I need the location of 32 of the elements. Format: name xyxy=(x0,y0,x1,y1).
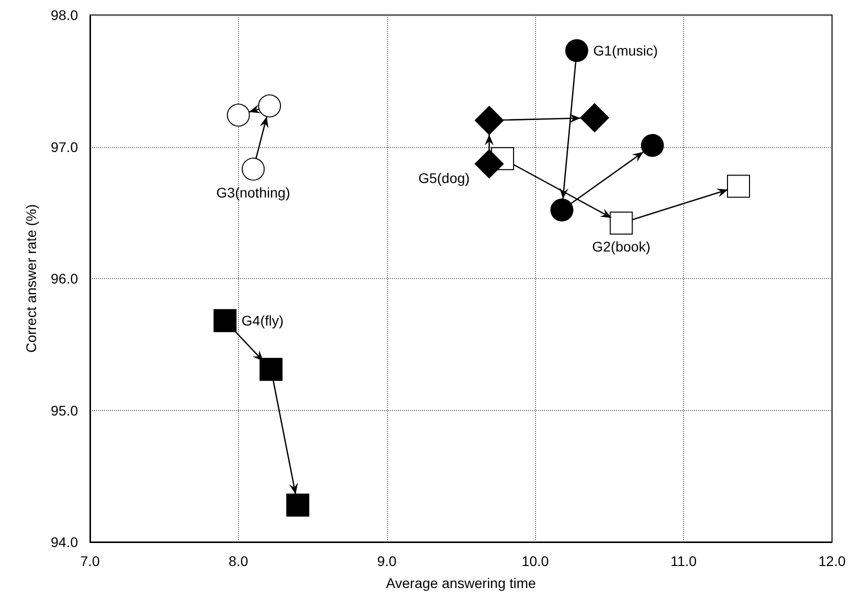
x-tick-label: 12.0 xyxy=(818,553,846,569)
point xyxy=(260,358,283,381)
x-tick-label: 11.0 xyxy=(670,553,697,569)
point xyxy=(727,174,750,198)
series-label: G1(music) xyxy=(593,42,658,59)
x-tick-label: 7.0 xyxy=(80,553,100,569)
y-tick-label: 95.0 xyxy=(50,402,78,418)
x-axis-title: Average answering time xyxy=(386,575,536,591)
y-tick-label: 97.0 xyxy=(50,138,78,155)
point xyxy=(580,103,610,132)
point xyxy=(640,134,664,157)
y-axis-title: Correct answer rate (%) xyxy=(23,204,39,353)
point xyxy=(242,158,265,181)
point xyxy=(214,309,237,332)
point xyxy=(565,39,588,62)
series-label: G3(nothing) xyxy=(216,184,290,201)
point xyxy=(474,106,504,135)
y-tick-label: 94.0 xyxy=(50,534,78,550)
x-tick-label: 9.0 xyxy=(377,553,397,569)
series-label: G2(book) xyxy=(592,238,650,255)
point xyxy=(286,494,310,517)
series-label: G4(fly) xyxy=(242,312,284,329)
point xyxy=(226,104,250,127)
y-tick-label: 96.0 xyxy=(50,270,78,286)
point xyxy=(474,149,504,178)
y-tick-label: 98.0 xyxy=(50,7,78,23)
point xyxy=(610,212,633,235)
series-label: G5(dog) xyxy=(418,170,470,186)
point xyxy=(258,94,282,118)
x-tick-label: 10.0 xyxy=(522,553,550,569)
x-tick-label: 8.0 xyxy=(228,553,248,569)
point xyxy=(550,198,574,222)
